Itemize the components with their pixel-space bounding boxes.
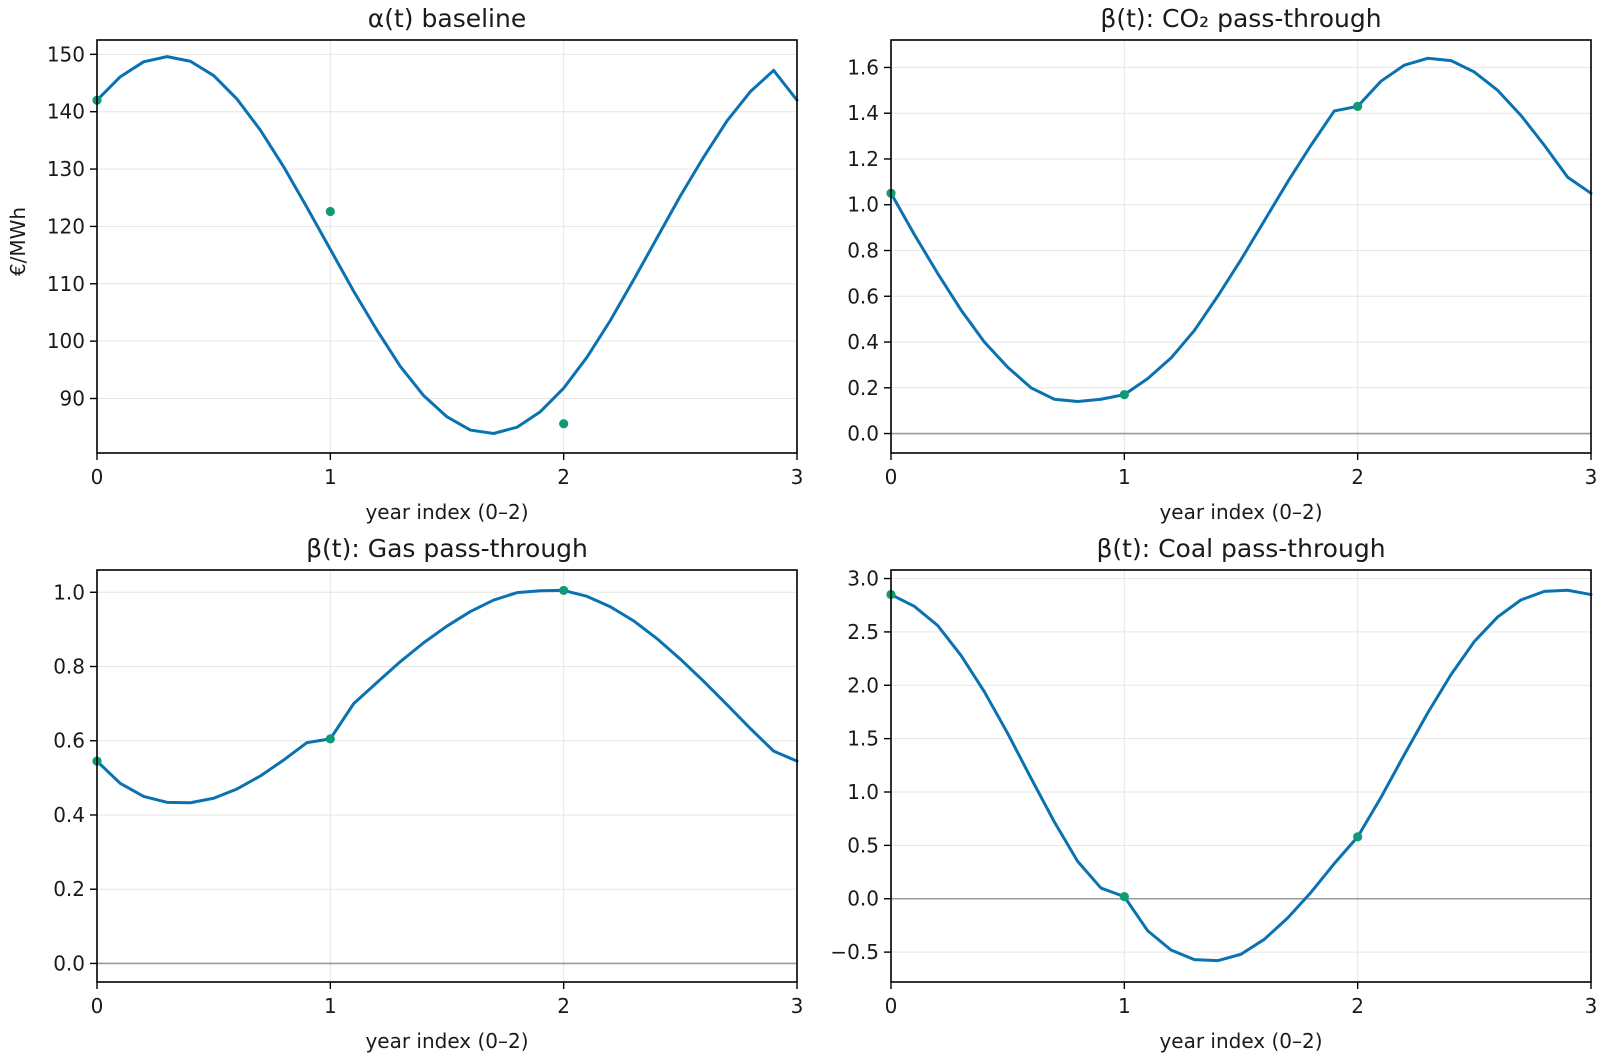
x-axis-label: year index (0–2): [365, 1029, 528, 1053]
plot-frame: [96, 569, 798, 983]
y-tick-label: 110: [47, 272, 85, 296]
plot-frame: [890, 569, 1592, 983]
y-tick-label: 0.6: [847, 284, 879, 308]
x-axis-label: year index (0–2): [1159, 1029, 1322, 1053]
y-tick-label: 150: [47, 42, 85, 66]
y-tick-label: 2.0: [847, 673, 879, 697]
y-tick-label: 1.5: [847, 727, 879, 751]
y-tick-label: 0.6: [53, 729, 85, 753]
y-tick-label: 130: [47, 157, 85, 181]
data-point: [559, 419, 569, 429]
x-tick-label: 1: [324, 994, 337, 1018]
x-tick-label: 1: [324, 465, 337, 489]
y-tick-label: 2.5: [847, 620, 879, 644]
data-point: [1119, 892, 1129, 902]
x-tick-label: 2: [557, 465, 570, 489]
x-tick-label: 3: [1585, 994, 1598, 1018]
y-tick-label: 1.0: [847, 193, 879, 217]
data-point: [325, 206, 335, 217]
x-tick-label: 1: [1118, 994, 1131, 1018]
y-tick-label: 90: [60, 387, 85, 411]
y-tick-label: −0.5: [830, 940, 879, 964]
data-point: [1119, 390, 1129, 400]
chart-panel-1: 0 1 2 3 90 100 110 120 130 140 150 α(t) baseline yea…: [6, 4, 803, 524]
x-axis-label: year index (0–2): [1159, 500, 1322, 524]
x-tick-label: 0: [91, 465, 104, 489]
data-point: [1353, 832, 1363, 842]
panel-title: β(t): Coal pass-through: [1096, 534, 1385, 563]
x-tick-label: 2: [1351, 465, 1364, 489]
data-point: [325, 734, 335, 744]
y-tick-label: 1.6: [847, 55, 879, 79]
y-tick-label: 120: [47, 214, 85, 238]
y-tick-label: 0.0: [847, 887, 879, 911]
y-tick-label: 0.0: [53, 951, 85, 975]
chart-panel-2: 0 1 2 3 0.0 0.2 0.4 0.6 0.8 1.0 1.2 1.4 1.6 β(t): CO₂…: [847, 4, 1597, 524]
x-tick-label: 3: [791, 994, 804, 1018]
y-tick-label: 1.2: [847, 147, 879, 171]
y-tick-label: 0.0: [847, 422, 879, 446]
data-point: [559, 585, 569, 596]
y-tick-label: 0.2: [847, 376, 879, 400]
x-tick-label: 2: [1351, 994, 1364, 1018]
y-tick-label: 3.0: [847, 567, 879, 591]
y-tick-label: 0.8: [53, 655, 85, 679]
plot-frame: [890, 39, 1592, 454]
y-tick-label: 0.8: [847, 239, 879, 263]
y-tick-label: 0.2: [53, 877, 85, 901]
series-line: [889, 588, 1593, 963]
chart-panel-3: 0 1 2 3 0.0 0.2 0.4 0.6 0.8 1.0 β(t): Gas pass-thr…: [53, 534, 803, 1053]
x-tick-label: 2: [557, 994, 570, 1018]
data-point: [1353, 101, 1363, 111]
panel-title: β(t): Gas pass-through: [306, 534, 588, 563]
plot-frame: [96, 39, 798, 454]
panel-title: β(t): CO₂ pass-through: [1100, 4, 1381, 33]
y-tick-label: 1.0: [847, 780, 879, 804]
y-tick-label: 1.0: [53, 580, 85, 604]
y-tick-label: 0.4: [53, 803, 85, 827]
x-tick-label: 0: [885, 994, 898, 1018]
x-tick-label: 1: [1118, 465, 1131, 489]
series-line: [95, 55, 799, 435]
series-line: [889, 56, 1593, 404]
series-line: [95, 588, 799, 805]
y-axis-label: €/MWh: [6, 207, 30, 276]
y-tick-label: 0.5: [847, 833, 879, 857]
y-tick-label: 140: [47, 100, 85, 124]
x-tick-label: 0: [885, 465, 898, 489]
y-tick-label: 1.4: [847, 101, 879, 125]
y-tick-label: 0.4: [847, 330, 879, 354]
x-tick-label: 3: [791, 465, 804, 489]
x-tick-label: 0: [91, 994, 104, 1018]
x-tick-label: 3: [1585, 465, 1598, 489]
panel-title: α(t) baseline: [368, 4, 526, 33]
x-axis-label: year index (0–2): [365, 500, 528, 524]
y-tick-label: 100: [47, 329, 85, 353]
chart-panel-4: 0 1 2 3 −0.5 0.0 0.5 1.0 1.5 2.0 2.5 3.0 β(t): Coal …: [830, 534, 1597, 1053]
